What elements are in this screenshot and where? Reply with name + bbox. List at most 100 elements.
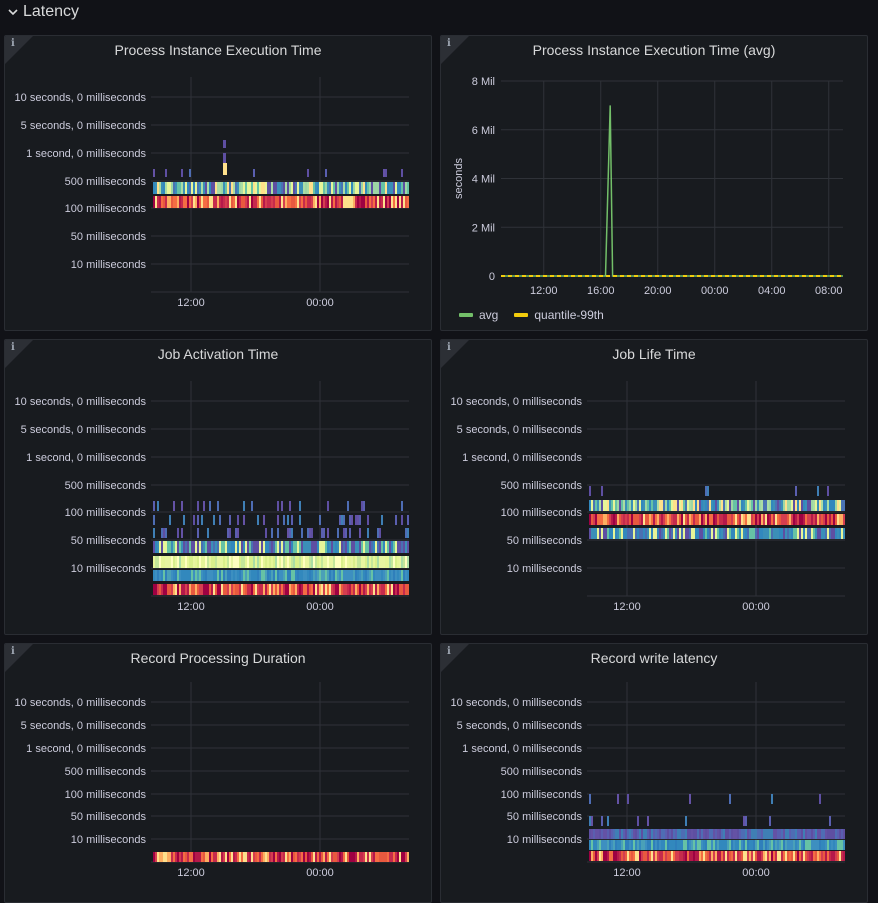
panel-title[interactable]: Job Life Time: [612, 346, 696, 362]
panel-title[interactable]: Process Instance Execution Time (avg): [532, 42, 776, 58]
heatmap-cell: [335, 556, 337, 568]
heatmap-cell: [193, 570, 195, 581]
heatmap-cell: [615, 851, 617, 861]
info-corner[interactable]: [441, 36, 469, 64]
heatmap-cell: [641, 851, 643, 861]
heatmap-cell: [297, 584, 299, 595]
heatmap-cell: [793, 500, 795, 511]
heatmap-cell: [391, 570, 393, 581]
heatmap-cell: [227, 196, 229, 208]
heatmap-cell: [197, 515, 199, 525]
heatmap-cell: [289, 570, 291, 581]
heatmap-cell: [589, 794, 591, 804]
info-icon[interactable]: i: [11, 38, 15, 49]
heatmap-cell: [243, 541, 245, 553]
heatmap-cell: [787, 829, 789, 839]
chevron-down-icon[interactable]: [6, 5, 20, 19]
heatmap-cell: [799, 851, 801, 861]
heatmap-cell: [667, 528, 669, 539]
panel-title[interactable]: Record write latency: [590, 650, 718, 666]
heatmap-cell: [277, 541, 279, 553]
heatmap-cell: [657, 840, 659, 850]
heatmap-cell: [747, 514, 749, 525]
heatmap-cell: [359, 541, 361, 553]
heatmap-cell: [181, 196, 183, 208]
heatmap-cell: [349, 182, 351, 194]
heatmap-cell: [635, 528, 637, 539]
heatmap-cell: [239, 556, 241, 568]
heatmap-cell: [397, 541, 399, 553]
heatmap-cell: [667, 851, 669, 861]
heatmap-cell: [241, 584, 243, 595]
heatmap-cell: [813, 514, 815, 525]
heatmap-cell: [741, 514, 743, 525]
heatmap-cell: [705, 829, 707, 839]
heatmap-cell: [305, 182, 307, 194]
heatmap-cell: [733, 829, 735, 839]
panel-job-life-time[interactable]: i Job Life Time 10 seconds, 0 millisecon…: [440, 339, 868, 635]
panel-title[interactable]: Job Activation Time: [157, 346, 279, 362]
heatmap-cell: [191, 584, 193, 595]
heatmap-cell: [381, 182, 383, 194]
heatmap-cell: [239, 570, 241, 581]
heatmap-cell: [709, 829, 711, 839]
heatmap-cell: [277, 515, 279, 525]
info-corner[interactable]: [5, 36, 33, 64]
heatmap-cell: [213, 570, 215, 581]
heatmap-cell: [593, 851, 595, 861]
heatmap-cell: [783, 840, 785, 850]
panel-title[interactable]: Process Instance Execution Time: [114, 42, 322, 58]
heatmap-cell: [607, 829, 609, 839]
heatmap-cell: [839, 500, 841, 511]
heatmap-cell: [361, 852, 363, 862]
heatmap-cell: [219, 556, 221, 568]
panel-record-write-latency[interactable]: i Record write latency 10 seconds, 0 mil…: [440, 643, 868, 903]
legend-item-quantile[interactable]: quantile-99th: [514, 308, 604, 322]
heatmap-cell: [591, 816, 593, 826]
info-corner[interactable]: [441, 644, 469, 672]
heatmap-cell: [319, 556, 321, 568]
heatmap-cell: [231, 556, 233, 568]
heatmap-cell: [819, 500, 821, 511]
info-icon[interactable]: i: [11, 646, 15, 657]
heatmap-cell: [289, 852, 291, 862]
heatmap-cell: [163, 541, 165, 553]
heatmap-cell: [247, 541, 249, 553]
info-icon[interactable]: i: [447, 38, 451, 49]
heatmap-cell: [609, 500, 611, 511]
panel-title[interactable]: Record Processing Duration: [130, 650, 306, 666]
panel-process-instance-execution-time-avg[interactable]: i Process Instance Execution Time (avg) …: [440, 35, 868, 331]
heatmap-cell: [205, 570, 207, 581]
info-icon[interactable]: i: [447, 646, 451, 657]
info-corner[interactable]: [441, 340, 469, 368]
heatmap-cell: [615, 500, 617, 511]
row-header-latency[interactable]: Latency: [0, 0, 79, 24]
info-corner[interactable]: [5, 644, 33, 672]
info-icon[interactable]: i: [11, 342, 15, 353]
panel-job-activation-time[interactable]: i Job Activation Time 10 seconds, 0 mill…: [4, 339, 432, 635]
heatmap-cell: [395, 570, 397, 581]
heatmap-cell: [667, 829, 669, 839]
heatmap-cell: [655, 851, 657, 861]
legend-item-avg[interactable]: avg: [459, 308, 498, 322]
heatmap-cell: [833, 829, 835, 839]
heatmap-cell: [169, 852, 171, 862]
heatmap-cell: [791, 829, 793, 839]
panel-record-processing-duration[interactable]: i Record Processing Duration 10 seconds,…: [4, 643, 432, 903]
heatmap-cell: [683, 851, 685, 861]
heatmap-cell: [209, 196, 211, 208]
info-icon[interactable]: i: [447, 342, 451, 353]
heatmap-cell: [355, 515, 357, 525]
heatmap-cell: [351, 515, 353, 525]
heatmap-cell: [317, 556, 319, 568]
heatmap-cell: [373, 196, 375, 208]
heatmap-cell: [627, 851, 629, 861]
info-corner[interactable]: [5, 340, 33, 368]
heatmap-cell: [153, 182, 155, 194]
heatmap-cell: [797, 829, 799, 839]
heatmap-cell: [743, 500, 745, 511]
heatmap-cell: [355, 852, 357, 862]
heatmap-cell: [619, 851, 621, 861]
heatmap-cell: [193, 541, 195, 553]
panel-process-instance-execution-time[interactable]: i Process Instance Execution Time 10 sec…: [4, 35, 432, 331]
